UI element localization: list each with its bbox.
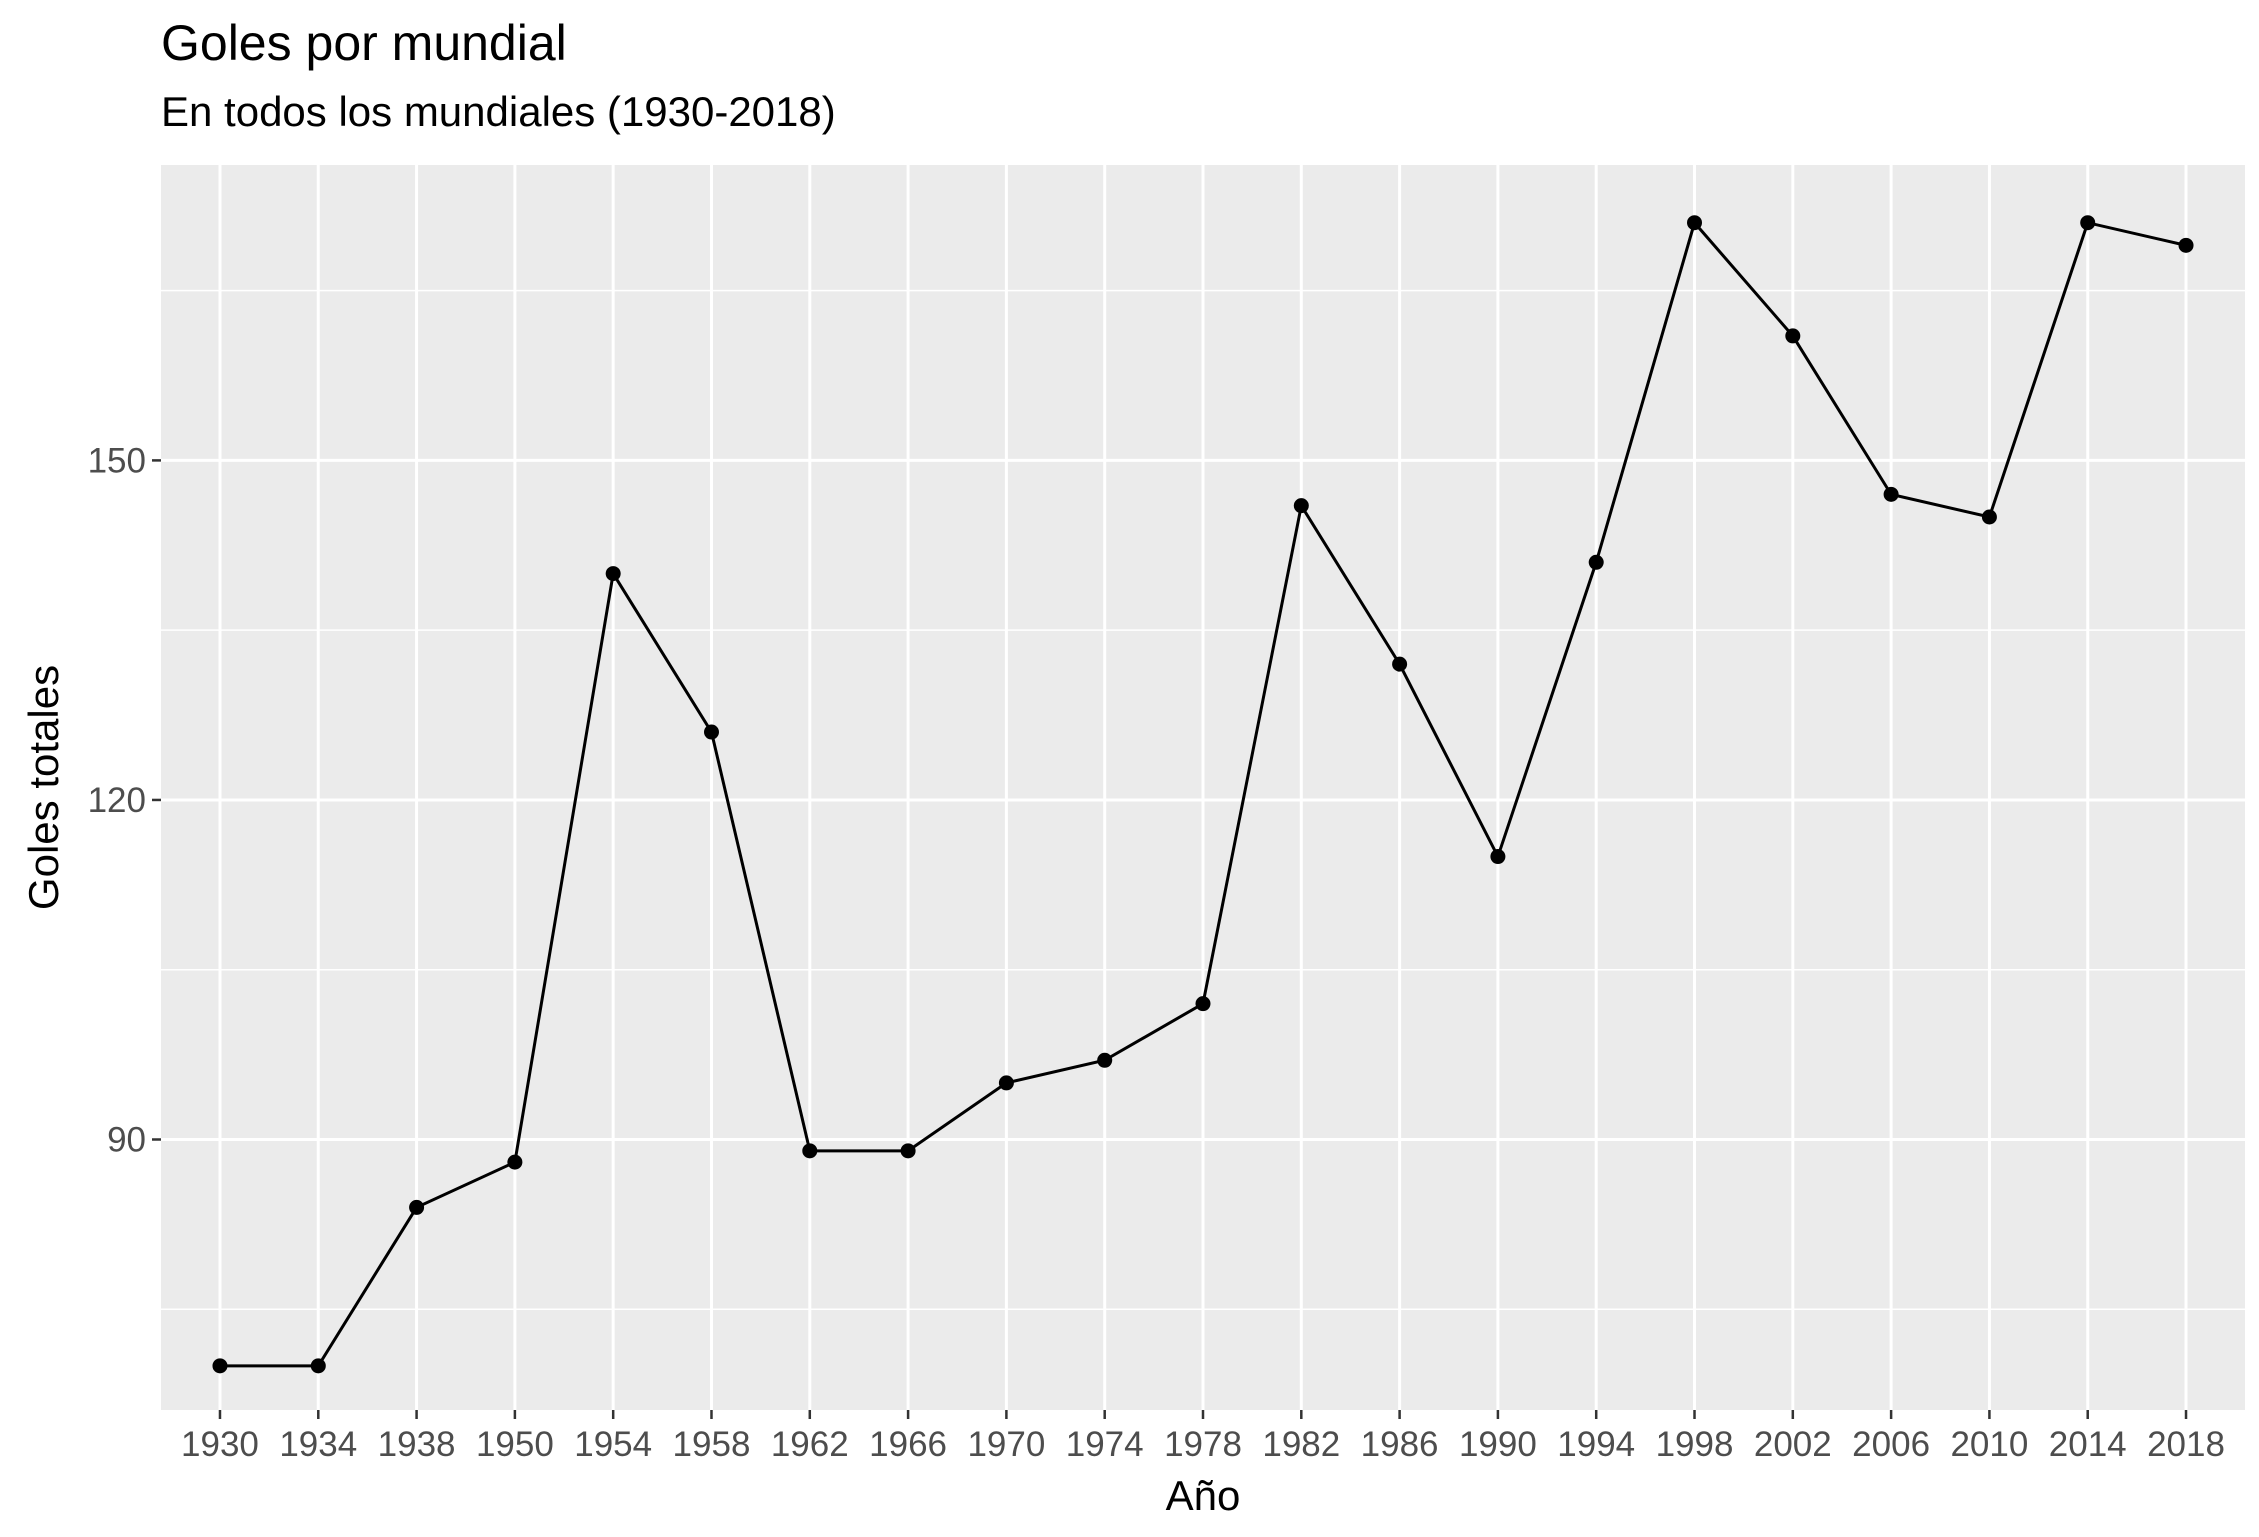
data-point bbox=[1785, 328, 1800, 343]
data-point bbox=[704, 725, 719, 740]
data-point bbox=[311, 1358, 326, 1373]
data-point bbox=[1687, 215, 1702, 230]
data-point bbox=[1392, 657, 1407, 672]
data-point bbox=[507, 1155, 522, 1170]
data-point bbox=[802, 1143, 817, 1158]
x-tick-label: 1958 bbox=[673, 1425, 751, 1464]
x-tick-label: 2014 bbox=[2049, 1425, 2127, 1464]
x-tick-label: 2010 bbox=[1950, 1425, 2028, 1464]
x-tick-label: 1930 bbox=[181, 1425, 259, 1464]
x-tick-label: 1986 bbox=[1361, 1425, 1439, 1464]
x-tick-label: 2002 bbox=[1754, 1425, 1832, 1464]
x-tick-label: 1950 bbox=[476, 1425, 554, 1464]
x-tick-label: 1962 bbox=[771, 1425, 849, 1464]
data-point bbox=[901, 1143, 916, 1158]
data-point bbox=[409, 1200, 424, 1215]
x-tick-label: 1970 bbox=[967, 1425, 1045, 1464]
x-tick-label: 1974 bbox=[1066, 1425, 1144, 1464]
y-tick-label: 150 bbox=[88, 441, 146, 480]
x-tick-label: 1982 bbox=[1262, 1425, 1340, 1464]
x-tick-label: 1966 bbox=[869, 1425, 947, 1464]
data-point bbox=[1294, 498, 1309, 513]
data-point bbox=[2080, 215, 2095, 230]
data-point bbox=[1589, 555, 1604, 570]
x-tick-label: 1990 bbox=[1459, 1425, 1537, 1464]
data-point bbox=[1097, 1053, 1112, 1068]
data-point bbox=[212, 1358, 227, 1373]
data-point bbox=[606, 566, 621, 581]
data-point bbox=[999, 1075, 1014, 1090]
x-tick-label: 1978 bbox=[1164, 1425, 1242, 1464]
x-tick-label: 2018 bbox=[2147, 1425, 2225, 1464]
x-tick-label: 1934 bbox=[279, 1425, 357, 1464]
data-point bbox=[1490, 849, 1505, 864]
y-axis-title: Goles totales bbox=[20, 665, 67, 910]
data-point bbox=[1884, 487, 1899, 502]
y-tick-label: 90 bbox=[107, 1120, 146, 1159]
x-tick-label: 1938 bbox=[378, 1425, 456, 1464]
x-axis-title: Año bbox=[1166, 1472, 1241, 1519]
data-point bbox=[1196, 996, 1211, 1011]
data-point bbox=[1982, 509, 1997, 524]
x-tick-label: 1994 bbox=[1557, 1425, 1635, 1464]
x-tick-label: 2006 bbox=[1852, 1425, 1930, 1464]
x-tick-label: 1954 bbox=[574, 1425, 652, 1464]
x-tick-label: 1998 bbox=[1656, 1425, 1734, 1464]
data-point bbox=[2179, 238, 2194, 253]
y-tick-label: 120 bbox=[88, 781, 146, 820]
